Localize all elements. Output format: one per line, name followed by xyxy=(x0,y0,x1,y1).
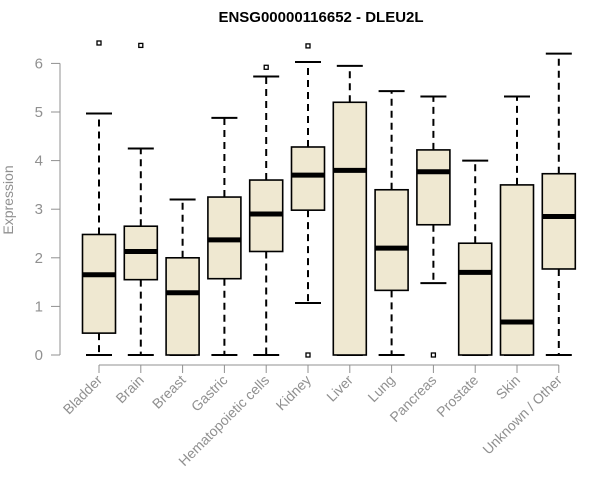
iqr-box xyxy=(541,172,577,270)
box-lung xyxy=(374,90,409,356)
box-skin xyxy=(499,95,535,356)
box-gastric xyxy=(207,116,242,356)
x-tick-label: Breast xyxy=(149,372,189,412)
x-tick-label: Bladder xyxy=(60,372,106,418)
iqr-box xyxy=(416,149,451,226)
iqr-box xyxy=(374,188,409,292)
box-pancreas xyxy=(416,95,451,358)
outlier-point xyxy=(430,352,437,358)
y-tick-label: 0 xyxy=(35,347,43,364)
outlier-point xyxy=(263,64,269,70)
x-tick-label: Kidney xyxy=(273,372,315,414)
boxes-group xyxy=(81,40,577,358)
y-tick-label: 1 xyxy=(35,298,43,315)
y-axis-label: Expression xyxy=(0,165,16,234)
x-tick-label: Unknown / Other xyxy=(479,372,565,458)
y-tick-label: 5 xyxy=(35,104,43,121)
outlier-point xyxy=(305,43,311,49)
x-tick-label: Lung xyxy=(364,372,397,405)
outlier-point xyxy=(305,352,311,358)
iqr-box xyxy=(457,242,493,356)
y-tick-label: 6 xyxy=(35,55,43,72)
outlier-point xyxy=(96,40,102,46)
y-axis: 0 1 2 3 4 5 6 xyxy=(35,55,61,364)
iqr-box xyxy=(165,256,200,356)
box-kidney xyxy=(290,43,326,358)
box-bladder xyxy=(81,40,117,356)
iqr-box xyxy=(81,233,117,334)
x-tick-label: Prostate xyxy=(433,372,481,420)
iqr-box xyxy=(499,184,535,356)
box-hematopoietic-cells xyxy=(248,64,284,356)
iqr-box xyxy=(332,101,368,356)
y-tick-label: 3 xyxy=(35,201,43,218)
x-tick-label: Liver xyxy=(323,372,356,405)
chart-title: ENSG00000116652 - DLEU2L xyxy=(218,9,423,26)
x-tick-label: Brain xyxy=(112,372,146,406)
iqr-box xyxy=(290,146,326,211)
outlier-point xyxy=(138,42,144,49)
y-tick-label: 4 xyxy=(35,153,43,170)
box-breast xyxy=(165,198,200,356)
x-tick-label: Skin xyxy=(493,372,524,403)
box-liver xyxy=(332,64,368,356)
box-brain xyxy=(123,42,159,356)
y-tick-label: 2 xyxy=(35,250,43,267)
box-prostate xyxy=(457,159,493,356)
box-unknown-other xyxy=(541,52,577,356)
